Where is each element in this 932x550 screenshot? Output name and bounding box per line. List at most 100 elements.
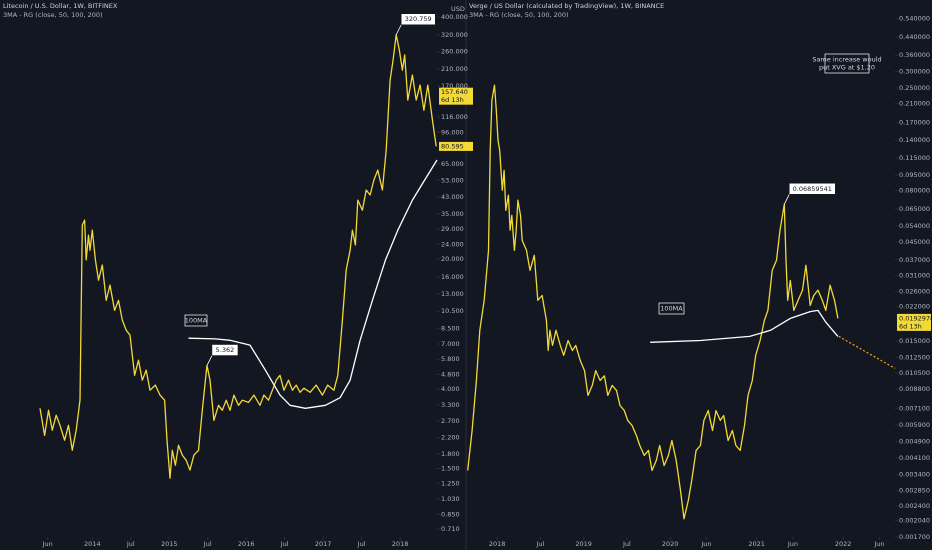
callout-box	[211, 344, 239, 356]
countdown-text: 6d 13h	[441, 96, 464, 104]
y-tick-label: 8.500	[441, 324, 460, 332]
y-tick-label: 43.000	[441, 193, 464, 201]
y-tick-label: 0.002400	[899, 502, 930, 510]
y-tick-label: 0.140000	[899, 136, 930, 144]
y-tick-label: 0.300000	[899, 67, 930, 75]
price-line	[650, 309, 839, 343]
y-tick-label: 7.000	[441, 340, 460, 348]
callout-pointer	[395, 24, 402, 35]
x-tick-label: Jun	[42, 540, 53, 548]
x-tick-label: 2021	[748, 540, 765, 548]
y-tick-label: 0.080000	[899, 186, 930, 194]
y-tick-label: 0.007100	[899, 404, 930, 412]
price-tag	[897, 313, 931, 331]
x-tick-label: Jun	[700, 540, 711, 548]
y-tick-label: 0.440000	[899, 33, 930, 41]
y-tick-label: 65.000	[441, 160, 464, 168]
y-tick-label: 53.000	[441, 176, 464, 184]
x-tick-label: 2016	[238, 540, 255, 548]
x-tick-label: Jul	[622, 540, 631, 548]
note-box	[658, 302, 685, 315]
y-tick-label: 96.000	[441, 128, 464, 136]
countdown-text: 6d 13h	[899, 322, 922, 330]
callout-text: 5.362	[216, 346, 235, 354]
price-line	[467, 84, 839, 520]
y-tick-label: 2.700	[441, 417, 460, 425]
y-tick-label: 0.012500	[899, 353, 930, 361]
y-tick-label: 1.800	[441, 450, 460, 458]
x-tick-label: 2014	[84, 540, 101, 548]
callout-box	[400, 13, 436, 25]
callout-text: 320.759	[405, 15, 432, 23]
x-tick-label: 2018	[489, 540, 506, 548]
y-tick-label: 3.300	[441, 401, 460, 409]
callout-box	[789, 183, 836, 195]
y-tick-label: 320.000	[441, 31, 468, 39]
x-tick-label: 2019	[575, 540, 592, 548]
x-tick-label: Jul	[280, 540, 289, 548]
y-tick-label: 0.065000	[899, 205, 930, 213]
y-tick-label: 2.200	[441, 434, 460, 442]
y-tick-label: 0.002040	[899, 517, 930, 525]
price-tag-text: 0.01929788	[899, 314, 932, 322]
note-box	[824, 53, 870, 74]
y-tick-label: 0.170000	[899, 119, 930, 127]
x-tick-label: Jul	[357, 540, 366, 548]
price-tag-text: 157.640	[441, 88, 468, 96]
y-tick-label: 0.095000	[899, 171, 930, 179]
y-tick-label: 0.001700	[899, 533, 930, 541]
price-line	[39, 34, 437, 479]
y-tick-label: 0.540000	[899, 15, 930, 23]
note-box	[184, 314, 208, 327]
y-tick-label: 35.000	[441, 210, 464, 218]
x-tick-label: 2017	[315, 540, 332, 548]
y-tick-label: 0.054000	[899, 222, 930, 230]
x-tick-label: 2018	[392, 540, 409, 548]
y-tick-label: 0.031000	[899, 272, 930, 280]
price-line	[188, 159, 438, 409]
x-tick-label: Jul	[535, 540, 544, 548]
y-tick-label: 0.022000	[899, 303, 930, 311]
y-tick-label: 5.800	[441, 355, 460, 363]
price-tag-text: 80.595	[441, 142, 464, 150]
y-tick-label: 0.004100	[899, 454, 930, 462]
y-tick-label: 0.037000	[899, 256, 930, 264]
indicator-label: 3MA - RG (close, 50, 100, 200)	[469, 11, 569, 19]
y-tick-label: 10.500	[441, 307, 464, 315]
y-tick-label: 0.360000	[899, 51, 930, 59]
y-tick-label: 0.250000	[899, 84, 930, 92]
y-tick-label: 210.000	[441, 65, 468, 73]
y-tick-label: 20.000	[441, 255, 464, 263]
y-tick-label: 29.000	[441, 225, 464, 233]
x-tick-label: 2022	[835, 540, 852, 548]
y-tick-label: 170.000	[441, 82, 468, 90]
y-tick-label: 16.000	[441, 273, 464, 281]
callout-text: 0.06859541	[793, 185, 832, 193]
note-text: put XVG at $1.20	[819, 64, 875, 72]
y-tick-label: 0.026000	[899, 288, 930, 296]
y-tick-label: 0.008800	[899, 385, 930, 393]
note-text: Same increase would	[812, 56, 881, 64]
y-tick-label: 1.030	[441, 495, 460, 503]
y-tick-label: 0.710	[441, 525, 460, 533]
y-tick-label: 116.000	[441, 113, 468, 121]
x-tick-label: Jul	[126, 540, 135, 548]
chart-title: Verge / US Dollar (calculated by Trading…	[469, 2, 664, 10]
x-tick-label: 2015	[161, 540, 178, 548]
y-tick-label: 400.000	[441, 13, 468, 21]
y-tick-label: 4.000	[441, 385, 460, 393]
y-tick-label: 0.045000	[899, 238, 930, 246]
y-tick-label: 0.005900	[899, 421, 930, 429]
note-text: 100MA	[660, 305, 683, 313]
callout-pointer	[206, 355, 213, 366]
y-tick-label: 1.500	[441, 465, 460, 473]
x-tick-label: Jul	[203, 540, 212, 548]
y-tick-label: 24.000	[441, 240, 464, 248]
y-tick-label: 0.850	[441, 510, 460, 518]
projection-line	[838, 335, 896, 369]
y-tick-label: 0.004900	[899, 438, 930, 446]
note-text: 100MA	[185, 317, 208, 325]
chart-title: Litecoin / U.S. Dollar, 1W, BITFINEX	[3, 2, 118, 10]
y-tick-label: 13.000	[441, 290, 464, 298]
y-tick-label: 4.800	[441, 370, 460, 378]
